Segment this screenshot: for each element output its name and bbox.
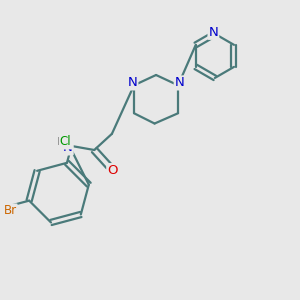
Text: Br: Br [4, 204, 17, 218]
Text: N: N [208, 26, 218, 39]
Text: N: N [128, 76, 137, 89]
Text: H: H [57, 137, 65, 147]
Text: O: O [107, 164, 118, 177]
Text: N: N [175, 76, 184, 89]
Text: N: N [63, 141, 73, 154]
Text: Cl: Cl [60, 136, 71, 148]
